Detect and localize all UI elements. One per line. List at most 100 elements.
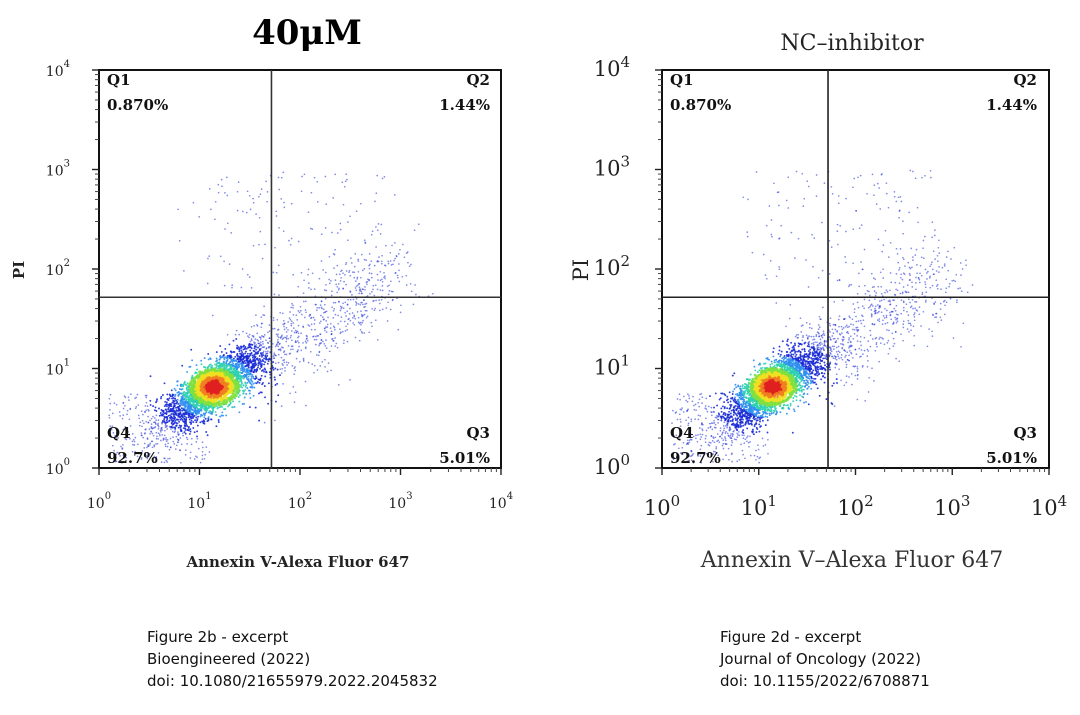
event-dot	[282, 319, 285, 322]
event-dot	[204, 417, 207, 420]
event-dot	[244, 365, 247, 368]
event-dot	[109, 393, 112, 396]
event-dot	[287, 362, 290, 364]
event-dot	[304, 340, 307, 343]
event-dot	[340, 331, 342, 333]
event-dot	[332, 197, 335, 199]
event-dot	[785, 404, 788, 407]
event-dot	[273, 327, 276, 330]
event-dot	[818, 326, 821, 328]
event-dot	[246, 273, 249, 276]
event-dot	[203, 405, 206, 408]
event-dot	[195, 421, 198, 424]
event-dot	[257, 342, 260, 345]
event-dot	[792, 400, 795, 403]
event-dot	[181, 394, 184, 397]
event-dot	[359, 289, 361, 291]
event-dot	[276, 318, 279, 321]
event-dot	[265, 339, 267, 342]
event-dot	[211, 366, 214, 369]
event-dot	[295, 357, 298, 360]
event-dot	[129, 425, 132, 427]
event-dot	[795, 395, 798, 398]
event-dot	[328, 278, 330, 281]
event-dot	[132, 443, 134, 446]
event-dot	[354, 336, 357, 339]
event-dot	[178, 388, 181, 390]
event-dot	[211, 386, 215, 390]
event-dot	[303, 173, 306, 176]
event-dot	[225, 366, 228, 368]
event-dot	[164, 423, 167, 426]
event-dot	[265, 180, 267, 183]
event-dot	[191, 399, 194, 402]
event-dot	[157, 438, 159, 440]
event-dot	[117, 437, 119, 439]
event-dot	[186, 398, 189, 401]
event-dot	[203, 369, 207, 373]
event-dot	[175, 402, 178, 405]
event-dot	[397, 253, 400, 255]
event-dot	[368, 253, 371, 255]
event-dot	[182, 392, 185, 395]
event-dot	[291, 302, 293, 305]
event-dot	[334, 279, 337, 281]
event-dot	[195, 403, 198, 406]
event-dot	[381, 285, 384, 287]
event-dot	[358, 286, 361, 289]
event-dot	[247, 335, 249, 337]
event-dot	[145, 420, 148, 423]
event-dot	[196, 399, 199, 402]
event-dot	[161, 394, 164, 396]
event-dot	[364, 305, 366, 308]
event-dot	[347, 298, 349, 301]
event-dot	[177, 394, 180, 397]
event-dot	[363, 299, 365, 302]
event-dot	[366, 315, 369, 318]
event-dot	[159, 412, 162, 414]
event-dot	[255, 363, 258, 366]
event-dot	[169, 414, 171, 417]
event-dot	[240, 349, 243, 352]
event-dot	[354, 301, 357, 303]
event-dot	[260, 391, 263, 394]
event-dot	[359, 303, 362, 306]
event-dot	[147, 410, 150, 412]
event-dot	[831, 355, 833, 358]
event-dot	[216, 386, 220, 390]
event-dot	[185, 423, 188, 426]
event-dot	[275, 271, 278, 274]
event-dot	[241, 358, 244, 361]
event-dot	[326, 323, 329, 326]
event-dot	[224, 347, 227, 350]
event-dot	[155, 431, 158, 434]
event-dot	[366, 295, 369, 297]
event-dot	[797, 342, 800, 345]
event-dot	[187, 416, 190, 419]
event-dot	[268, 324, 271, 326]
event-dot	[186, 438, 189, 441]
event-dot	[178, 392, 181, 395]
event-dot	[346, 303, 349, 306]
event-dot	[370, 272, 373, 275]
event-dot	[313, 323, 316, 325]
event-dot	[250, 379, 253, 382]
event-dot	[185, 436, 188, 439]
event-dot	[219, 377, 223, 380]
event-dot	[248, 194, 251, 197]
event-dot	[348, 269, 351, 272]
event-dot	[112, 432, 115, 434]
event-dot	[349, 298, 352, 301]
event-dot	[140, 410, 143, 413]
event-dot	[177, 426, 180, 429]
event-dot	[219, 345, 222, 347]
event-dot	[189, 451, 192, 454]
event-dot	[119, 415, 121, 417]
event-dot	[364, 288, 366, 291]
event-dot	[235, 338, 238, 340]
event-dot	[397, 276, 399, 279]
event-dot	[236, 352, 239, 355]
event-dot	[248, 345, 251, 348]
event-dot	[835, 358, 838, 361]
event-dot	[200, 359, 203, 362]
